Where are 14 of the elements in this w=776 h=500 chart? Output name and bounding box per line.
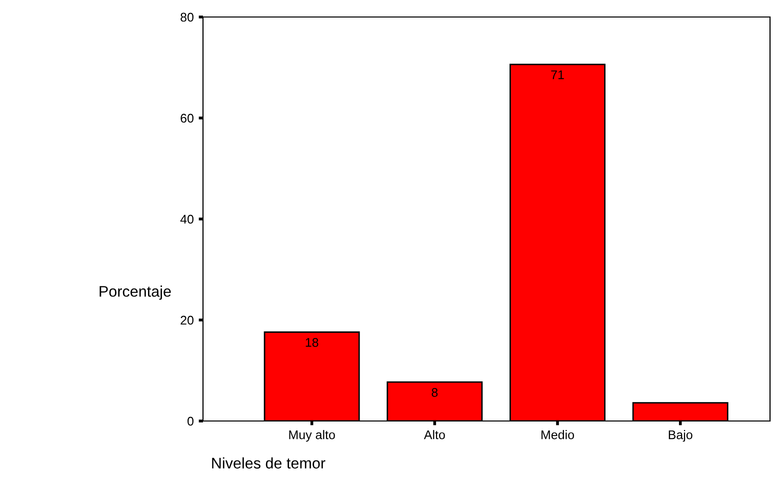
data-label: 18	[306, 338, 318, 347]
y-tick-label: 20	[180, 316, 194, 325]
x-tick-label: Muy alto	[289, 430, 335, 442]
x-tick-label: Alto	[424, 430, 445, 440]
data-label: 8	[432, 388, 438, 397]
y-tick-label: 80	[180, 12, 194, 22]
y-tick-label: 60	[180, 114, 194, 123]
x-axis-title: Niveles de temor	[212, 457, 326, 469]
y-tick-label: 0	[188, 416, 194, 426]
x-tick-label: Medio	[542, 430, 574, 440]
y-tick-label: 40	[180, 214, 194, 224]
y-axis-title: Porcentaje	[100, 286, 171, 300]
x-tick-label: Bajo	[668, 430, 692, 442]
data-label: 71	[551, 70, 564, 80]
